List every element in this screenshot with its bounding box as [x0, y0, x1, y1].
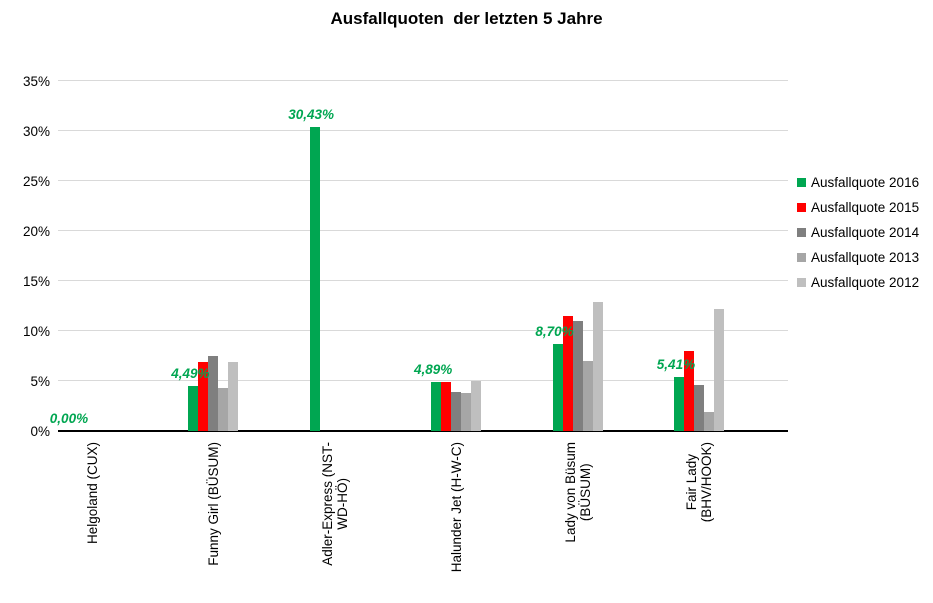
bar-2016 [188, 386, 199, 431]
x-category-label: Helgoland (CUX) [84, 442, 100, 545]
y-tick-label: 20% [22, 224, 50, 239]
y-tick-label: 0% [30, 424, 50, 439]
y-tick-label: 25% [22, 174, 50, 189]
legend-label: Ausfallquote 2012 [811, 275, 920, 290]
legend-item: Ausfallquote 2012 [797, 270, 919, 295]
legend-item: Ausfallquote 2016 [797, 170, 919, 195]
y-tick-label: 15% [22, 274, 50, 289]
bar-2013 [704, 412, 714, 431]
y-tick-label: 5% [30, 374, 50, 389]
data-label: 5,41% [656, 356, 696, 372]
bar-2014 [694, 385, 704, 431]
bar-2016 [552, 344, 563, 431]
legend-swatch-icon [797, 278, 806, 287]
bar-2015 [198, 362, 209, 431]
x-axis-line [58, 430, 788, 432]
x-category-label: Halunder Jet (H-W-C) [448, 442, 464, 573]
bar-2013 [461, 393, 472, 431]
bar-2015 [684, 351, 694, 431]
gridline [58, 380, 788, 381]
legend-item: Ausfallquote 2015 [797, 195, 919, 220]
legend-swatch-icon [797, 203, 806, 212]
legend-label: Ausfallquote 2015 [811, 200, 920, 215]
gridline [58, 130, 788, 131]
data-label: 4,49% [171, 366, 210, 382]
legend-label: Ausfallquote 2016 [811, 175, 920, 190]
gridline [58, 330, 788, 331]
x-category-label: Funny Girl (BÜSUM) [205, 442, 221, 566]
bar-2016 [674, 376, 684, 431]
bar-2015 [441, 382, 452, 431]
bar-2016 [309, 126, 320, 431]
legend-label: Ausfallquote 2014 [811, 225, 920, 240]
legend: Ausfallquote 2016 Ausfallquote 2015 Ausfal… [797, 170, 919, 295]
data-label: 8,70% [535, 324, 574, 339]
bar-2014 [208, 356, 219, 431]
chart-title: Ausfallquoten der letzten 5 Jahre [330, 9, 603, 28]
y-axis-tick-labels: 0% 5% 10% 15% 20% 25% 30% 35% [0, 74, 50, 439]
bar-2012 [471, 381, 482, 431]
legend-label: Ausfallquote 2013 [811, 250, 920, 265]
bar-2012 [592, 302, 603, 431]
x-category-label: Adler-Express (NST- WD-HÖ) [319, 442, 350, 566]
legend-swatch-icon [797, 253, 806, 262]
bar-2015 [562, 316, 573, 431]
bar-2014 [451, 392, 462, 431]
data-label: 4,89% [413, 362, 453, 378]
x-axis-category-labels: Helgoland (CUX) Funny Girl (BÜSUM) Adler-E… [58, 442, 788, 602]
bar-2012 [228, 362, 239, 431]
y-tick-label: 30% [22, 124, 50, 139]
bar-2013 [218, 388, 229, 431]
gridline [58, 230, 788, 231]
x-category-label: Lady von Büsum (BÜSUM) [562, 442, 593, 543]
data-label: 30,43% [288, 106, 335, 122]
gridline [58, 280, 788, 281]
legend-item: Ausfallquote 2013 [797, 245, 919, 270]
bar-2013 [582, 361, 593, 431]
legend-swatch-icon [797, 178, 806, 187]
plot-area: 0,00% 4,49% 30,43% 4,89% 8,70% 5,41% [50, 80, 788, 432]
data-label: 0,00% [49, 411, 89, 426]
x-category-label: Fair Lady (BHV/HOOK) [684, 442, 714, 523]
bar-2014 [572, 321, 583, 431]
gridline [58, 180, 788, 181]
bar-2012 [714, 309, 724, 431]
y-tick-label: 35% [22, 74, 50, 89]
y-tick-label: 10% [22, 324, 50, 339]
legend-swatch-icon [797, 228, 806, 237]
bar-2016 [431, 382, 442, 431]
gridline [58, 80, 788, 81]
legend-item: Ausfallquote 2014 [797, 220, 919, 245]
